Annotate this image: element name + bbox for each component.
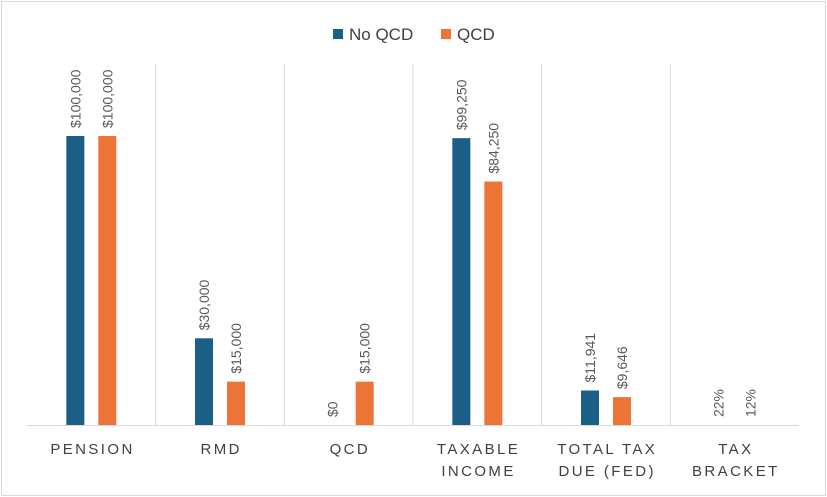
legend: No QCD QCD bbox=[333, 25, 495, 44]
bar-qcd bbox=[355, 381, 374, 425]
data-label: $100,000 bbox=[67, 69, 83, 128]
data-label: 12% bbox=[743, 389, 759, 417]
data-label: $99,250 bbox=[453, 79, 469, 130]
category-label: BRACKET bbox=[692, 463, 780, 480]
data-label: $11,941 bbox=[582, 333, 598, 383]
category-label: TAX bbox=[718, 441, 753, 458]
data-label: $0 bbox=[325, 401, 341, 417]
data-label: 22% bbox=[711, 389, 727, 417]
category-label: INCOME bbox=[441, 463, 515, 480]
category-label: PENSION bbox=[50, 441, 134, 458]
bar-qcd bbox=[98, 136, 117, 425]
bar-no-qcd bbox=[195, 338, 213, 425]
legend-swatch-no-qcd bbox=[333, 29, 343, 39]
bar-no-qcd bbox=[452, 138, 471, 426]
data-label: $84,250 bbox=[485, 123, 501, 174]
data-label: $100,000 bbox=[99, 69, 115, 128]
bar-no-qcd bbox=[581, 390, 599, 425]
bar-qcd bbox=[484, 181, 503, 425]
category-label: TOTAL TAX bbox=[557, 441, 657, 458]
data-label: $15,000 bbox=[357, 323, 373, 374]
bar-no-qcd bbox=[66, 136, 85, 425]
category-label: RMD bbox=[201, 441, 242, 458]
category-label: QCD bbox=[330, 441, 371, 458]
category-label: DUE (FED) bbox=[558, 463, 655, 480]
data-label: $15,000 bbox=[228, 323, 244, 374]
legend-label-no-qcd: No QCD bbox=[349, 25, 413, 44]
plot-area: $100,000 $100,000 PENSION $30,000 $15,000 RMD… bbox=[27, 64, 799, 480]
data-label: $9,646 bbox=[614, 346, 630, 389]
category-label: TAXABLE bbox=[437, 441, 520, 458]
bar-qcd bbox=[613, 397, 631, 425]
data-label: $30,000 bbox=[196, 279, 212, 330]
legend-swatch-qcd bbox=[441, 29, 451, 39]
bar-qcd bbox=[227, 381, 245, 425]
legend-label-qcd: QCD bbox=[457, 25, 495, 44]
